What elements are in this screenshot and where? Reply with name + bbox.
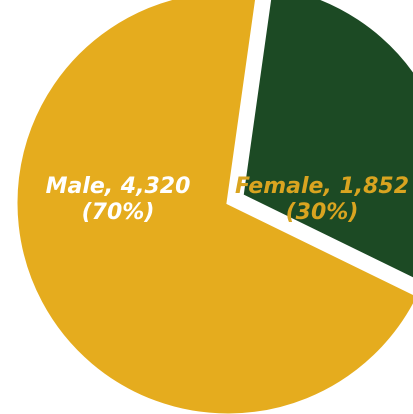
slice-label-male-percent: (70%): [82, 200, 155, 225]
slice-label-female: Female, 1,852 (30%): [235, 174, 409, 225]
slice-label-male: Male, 4,320 (70%): [46, 174, 191, 225]
labels-layer: Male, 4,320 (70%) Female, 1,852 (30%): [46, 174, 409, 225]
slices-layer: [14, 0, 413, 414]
pie-slice-female: [240, 0, 413, 281]
slice-label-male-name: Male, 4,320: [46, 174, 191, 199]
slice-label-female-percent: (30%): [286, 200, 359, 225]
slice-label-female-name: Female, 1,852: [235, 174, 409, 199]
pie-slice-male: [14, 0, 413, 414]
